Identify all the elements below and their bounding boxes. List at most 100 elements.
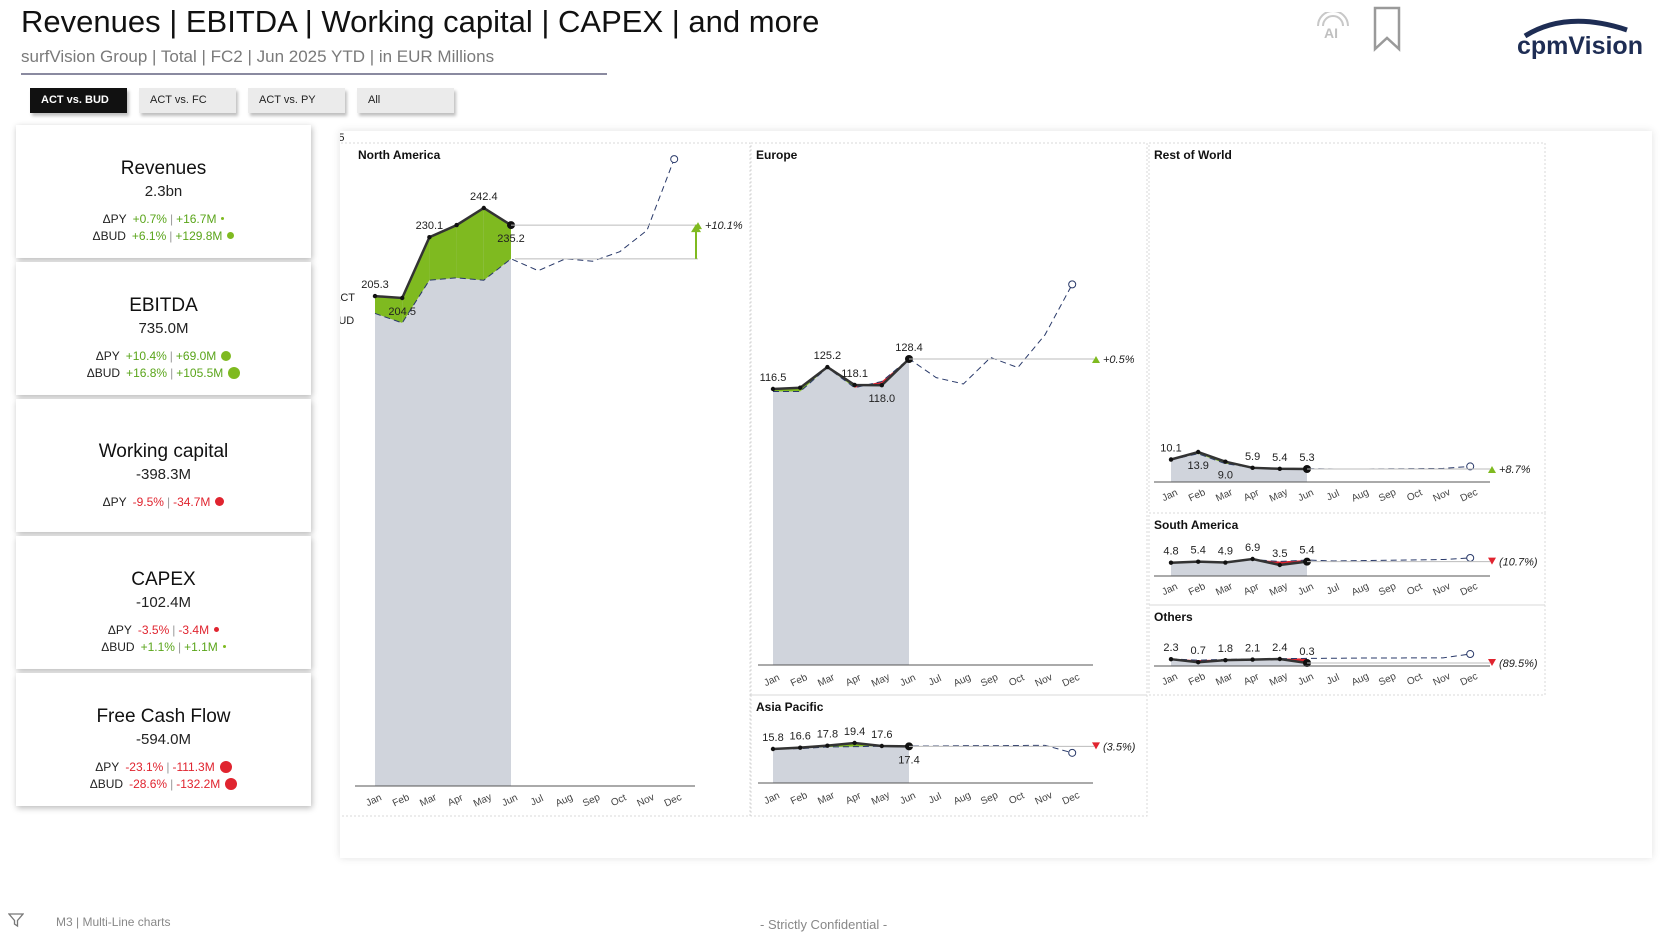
variance-positive bbox=[429, 225, 457, 281]
region-chart-north-america: North America 205.3 204.5 230.1 242.4 235.2 Ja… bbox=[355, 148, 743, 810]
act-point bbox=[1168, 560, 1174, 565]
month-tick-label: Apr bbox=[1242, 671, 1261, 688]
act-point bbox=[852, 382, 857, 388]
tab-act-vs-bud[interactable]: ACT vs. BUD bbox=[30, 88, 127, 113]
data-label: 15.8 bbox=[762, 732, 783, 744]
bud-legend-label: BUD bbox=[340, 315, 354, 327]
act-point bbox=[798, 385, 803, 390]
delta-label: ΔBUD bbox=[89, 777, 124, 791]
bookmark-icon[interactable] bbox=[1372, 6, 1402, 57]
month-tick-label: Nov bbox=[1432, 671, 1453, 688]
delta-pct: -3.5% bbox=[137, 623, 170, 637]
month-tick-label: May bbox=[1268, 581, 1290, 599]
kpi-card-working-capital[interactable]: Working capital -398.3M ΔPY -9.5% | -34.7M bbox=[16, 399, 311, 532]
month-tick-label: Apr bbox=[844, 672, 863, 689]
kpi-value: 735.0M bbox=[138, 320, 189, 337]
month-tick-label: Aug bbox=[1350, 487, 1371, 504]
month-tick-label: May bbox=[870, 672, 892, 690]
data-label: 4.8 bbox=[1163, 546, 1178, 558]
month-tick-label: Jul bbox=[1325, 672, 1341, 687]
region-chart-europe: Europe 116.5 125.2 118.1 118.0 128.4 Jan Feb Mar… bbox=[756, 148, 1135, 690]
month-tick-label: Oct bbox=[1405, 487, 1424, 504]
month-tick-label: Mar bbox=[418, 792, 439, 810]
bud-line bbox=[1170, 653, 1471, 661]
region-title: Europe bbox=[756, 148, 798, 162]
act-point bbox=[770, 386, 776, 392]
month-tick-label: Jul bbox=[927, 673, 943, 688]
delta-pct: +16.8% bbox=[126, 366, 168, 380]
month-tick-label: May bbox=[870, 790, 892, 808]
tab-act-vs-py[interactable]: ACT vs. PY bbox=[248, 88, 345, 113]
month-tick-label: Jan bbox=[762, 790, 781, 807]
month-tick-label: Jan bbox=[1160, 671, 1179, 688]
act-point bbox=[852, 740, 857, 746]
region-title: North America bbox=[358, 148, 441, 162]
month-tick-label: Feb bbox=[789, 790, 810, 807]
data-label: 118.0 bbox=[868, 393, 895, 405]
kpi-card-free-cash-flow[interactable]: Free Cash Flow -594.0M ΔPY -23.1% | -111.3M… bbox=[16, 673, 311, 806]
data-label: 9.0 bbox=[1218, 470, 1233, 482]
act-point bbox=[427, 235, 432, 240]
month-tick-label: Mar bbox=[1214, 487, 1235, 505]
month-tick-label: Oct bbox=[1405, 671, 1424, 688]
data-label: 10.1 bbox=[1160, 443, 1181, 455]
month-tick-label: Jan bbox=[1160, 487, 1179, 504]
month-tick-label: Dec bbox=[1061, 790, 1082, 807]
tab-all[interactable]: All bbox=[357, 88, 454, 113]
delta-label: ΔPY bbox=[95, 349, 120, 363]
data-label: 205.3 bbox=[361, 279, 389, 291]
data-label: 13.9 bbox=[1187, 460, 1208, 472]
act-point bbox=[825, 743, 830, 748]
kpi-card-ebitda[interactable]: EBITDA 735.0M ΔPY +10.4% | +69.0M ΔBUD +16.8… bbox=[16, 262, 311, 395]
data-label: 1.8 bbox=[1218, 643, 1233, 655]
kpi-card-capex[interactable]: CAPEX -102.4M ΔPY -3.5% | -3.4M ΔBUD +1.1% | +… bbox=[16, 536, 311, 669]
data-label: 17.8 bbox=[817, 729, 838, 741]
month-tick-label: Jan bbox=[364, 792, 383, 809]
kpi-delta-bud: ΔBUD +16.8% | +105.5M bbox=[16, 366, 311, 380]
region-title: Rest of World bbox=[1154, 148, 1232, 162]
region-chart-south-america: South America 4.8 5.4 4.9 6.9 3.5 5.4 Jan Feb Mar… bbox=[1154, 518, 1538, 599]
month-tick-label: Apr bbox=[1242, 581, 1261, 598]
triangle-down-icon bbox=[1488, 557, 1496, 565]
month-tick-label: Jan bbox=[762, 672, 781, 689]
data-label: 4.9 bbox=[1218, 546, 1233, 558]
month-tick-label: Jun bbox=[1296, 671, 1315, 688]
multi-line-charts: 2025 North America 205.3 204.5 230.1 242.4 235… bbox=[320, 132, 1546, 817]
filter-icon[interactable] bbox=[7, 912, 25, 933]
data-label: 5.4 bbox=[1299, 545, 1314, 557]
month-tick-label: Mar bbox=[816, 672, 837, 690]
kpi-title: EBITDA bbox=[129, 295, 198, 316]
tab-act-vs-fc[interactable]: ACT vs. FC bbox=[139, 88, 236, 113]
kpi-value: 2.3bn bbox=[144, 183, 183, 200]
delta-label: ΔPY bbox=[107, 623, 132, 637]
data-label: 0.7 bbox=[1191, 645, 1206, 657]
month-tick-label: Aug bbox=[1350, 581, 1371, 598]
act-point bbox=[1223, 560, 1228, 565]
month-tick-label: Aug bbox=[952, 672, 973, 689]
variance-positive bbox=[375, 296, 403, 323]
month-tick-label: Aug bbox=[1350, 671, 1371, 688]
act-line bbox=[772, 358, 910, 391]
month-tick-label: Jul bbox=[927, 791, 943, 806]
data-label: 125.2 bbox=[814, 350, 842, 362]
data-label: 204.5 bbox=[388, 306, 416, 318]
data-label: 19.4 bbox=[844, 726, 865, 738]
delta-pct: +1.1% bbox=[140, 640, 175, 654]
region-chart-rest-of-world: Rest of World 10.1 13.9 9.0 5.9 5.4 5.3 Jan Feb M… bbox=[1154, 148, 1531, 505]
month-tick-label: Jan bbox=[1160, 581, 1179, 598]
month-tick-label: Jun bbox=[898, 672, 917, 689]
month-tick-label: Nov bbox=[1432, 581, 1453, 598]
region-title: South America bbox=[1154, 518, 1239, 532]
forecast-end-marker bbox=[1068, 280, 1077, 289]
month-tick-label: Jun bbox=[1296, 487, 1315, 504]
act-point bbox=[1196, 559, 1201, 564]
data-label: 116.5 bbox=[760, 372, 787, 384]
act-point bbox=[372, 293, 378, 299]
kpi-card-revenues[interactable]: Revenues 2.3bn ΔPY +0.7% | +16.7M ΔBUD +6.1%… bbox=[16, 125, 311, 258]
act-area bbox=[1171, 452, 1307, 482]
ai-icon[interactable]: AI bbox=[1312, 10, 1354, 47]
month-tick-label: Oct bbox=[609, 792, 628, 809]
act-line bbox=[772, 741, 910, 751]
region-chart-asia-pacific: Asia Pacific 15.8 16.6 17.8 19.4 17.6 17.4 Jan F… bbox=[756, 700, 1136, 808]
data-label: 5.4 bbox=[1272, 452, 1287, 464]
